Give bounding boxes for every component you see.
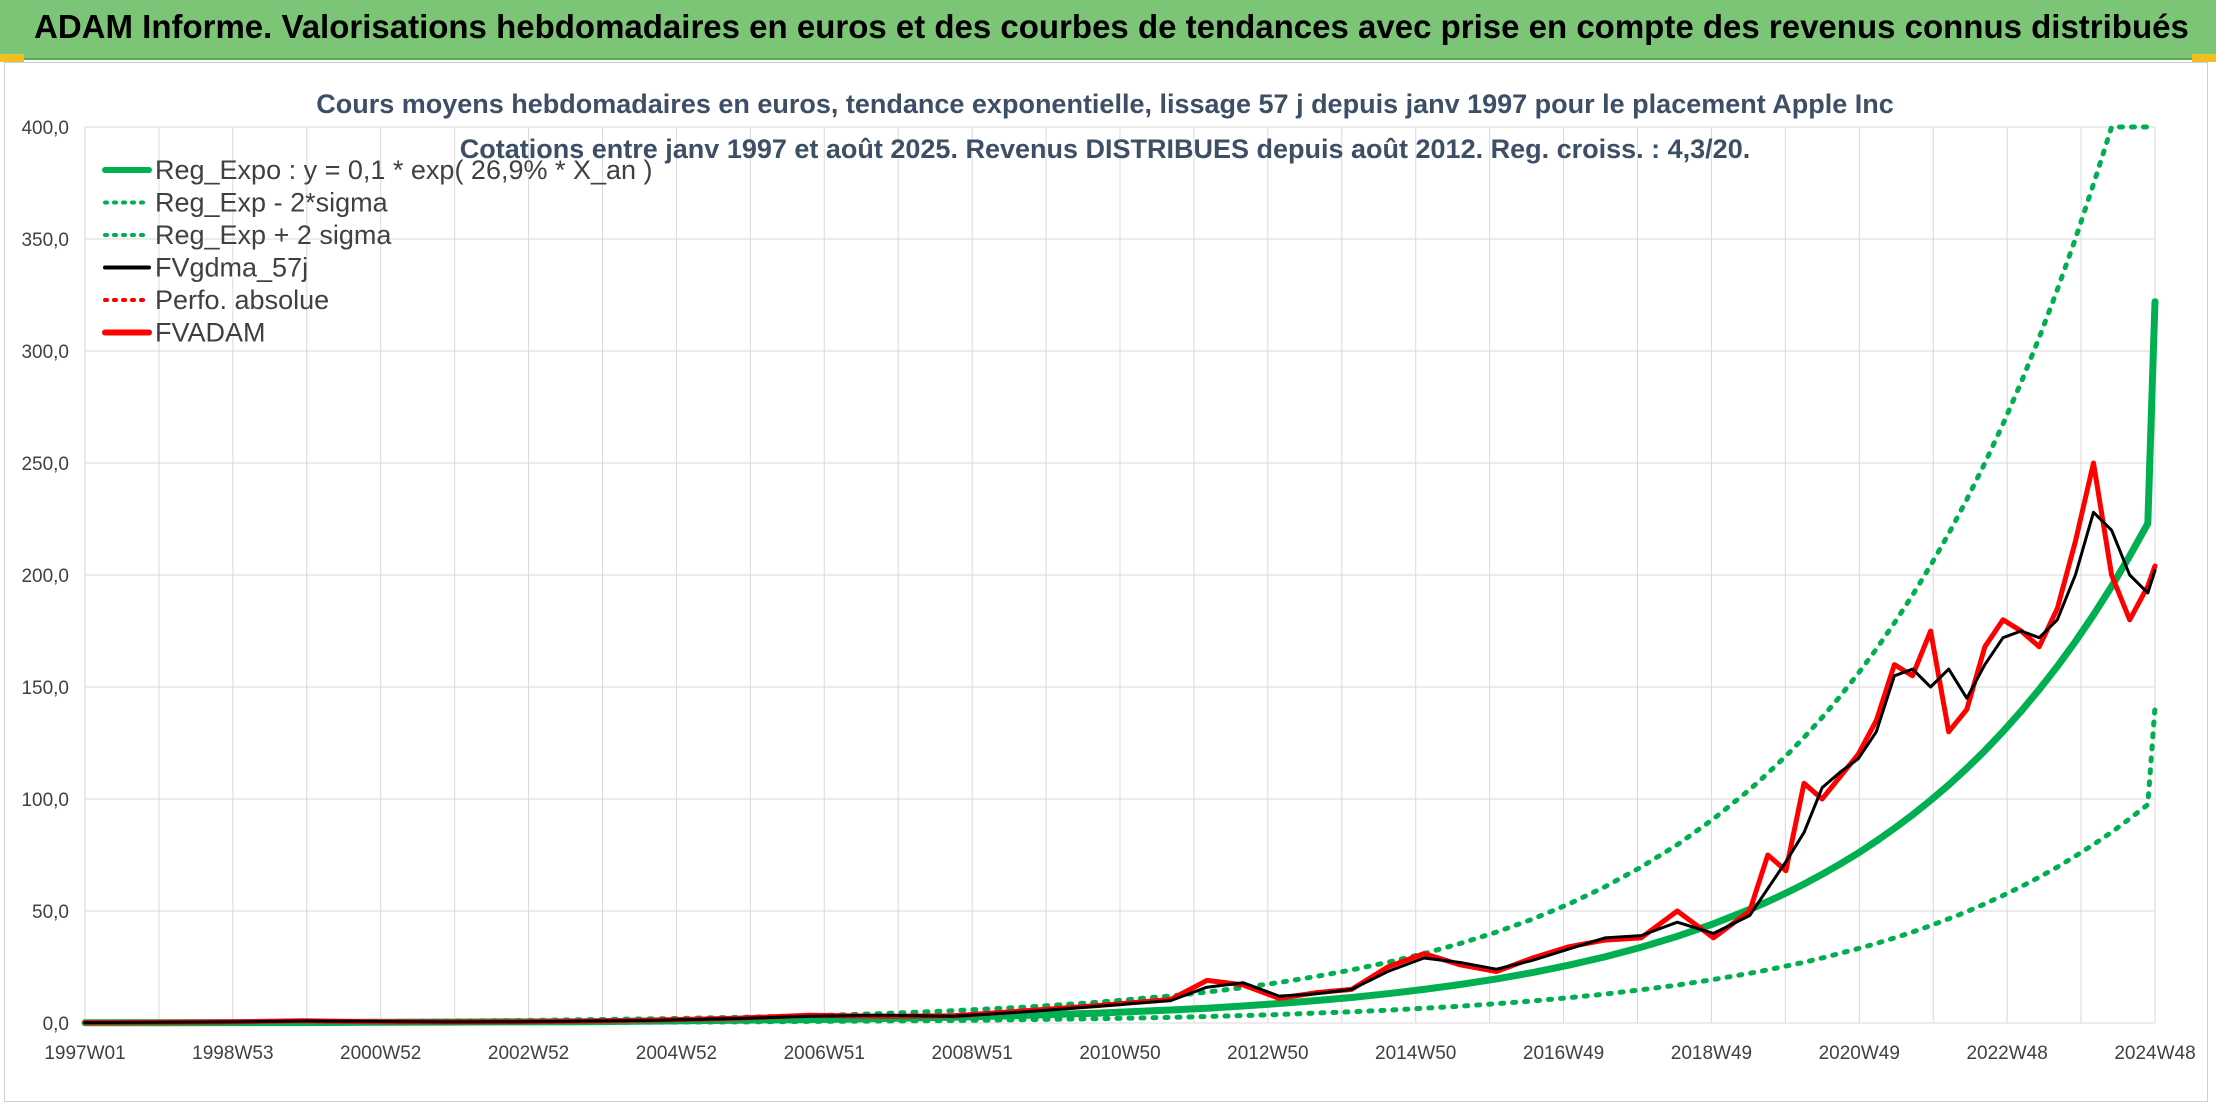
legend-label: Perfo. absolue <box>155 285 329 315</box>
y-tick-label: 400,0 <box>21 118 69 139</box>
x-tick-label: 2010W50 <box>1079 1043 1160 1064</box>
chart-legend: Reg_Expo : y = 0,1 * exp( 26,9% * X_an )… <box>102 155 653 348</box>
chart: 0,0 50,0 100,0 150,0 200,0 250,0 300,0 350,0 400… <box>21 89 2195 1064</box>
x-tick-label: 2020W49 <box>1819 1043 1900 1064</box>
chart-title-line-2: Cotations entre janv 1997 et août 2025. … <box>460 134 1750 164</box>
x-tick-label: 2002W52 <box>488 1043 569 1064</box>
y-tick-label: 250,0 <box>21 454 69 475</box>
x-tick-label: 2016W49 <box>1523 1043 1604 1064</box>
chart-frame: 0,0 50,0 100,0 150,0 200,0 250,0 300,0 350,0 400… <box>4 62 2208 1102</box>
x-tick-label: 2004W52 <box>636 1043 717 1064</box>
legend-label: Reg_Exp - 2*sigma <box>155 188 389 218</box>
y-tick-label: 50,0 <box>32 902 69 923</box>
chart-title-line-1: Cours moyens hebdomadaires en euros, ten… <box>316 89 1894 119</box>
x-tick-label: 1998W53 <box>192 1043 273 1064</box>
legend-label: FVADAM <box>155 318 266 348</box>
y-tick-label: 350,0 <box>21 230 69 251</box>
chart-series <box>81 124 2159 1027</box>
chart-title: Cours moyens hebdomadaires en euros, ten… <box>316 89 1894 164</box>
x-tick-label: 2000W52 <box>340 1043 421 1064</box>
y-tick-label: 300,0 <box>21 342 69 363</box>
y-tick-label: 0,0 <box>43 1014 69 1035</box>
y-tick-label: 200,0 <box>21 566 69 587</box>
corner-marker-right <box>2192 54 2216 62</box>
y-tick-label: 100,0 <box>21 790 69 811</box>
corner-marker-left <box>0 54 24 62</box>
series-line-3 <box>83 510 2157 1025</box>
legend-label: Reg_Exp + 2 sigma <box>155 220 392 250</box>
legend-label: Reg_Expo : y = 0,1 * exp( 26,9% * X_an ) <box>155 155 653 185</box>
y-axis-labels: 0,0 50,0 100,0 150,0 200,0 250,0 300,0 350,0 400… <box>21 118 69 1035</box>
x-tick-label: 2006W51 <box>784 1043 865 1064</box>
x-tick-label: 2018W49 <box>1671 1043 1752 1064</box>
x-tick-label: 2022W48 <box>1966 1043 2047 1064</box>
y-tick-label: 150,0 <box>21 678 69 699</box>
x-tick-label: 2008W51 <box>931 1043 1012 1064</box>
x-tick-label: 2024W48 <box>2114 1043 2195 1064</box>
chart-grid <box>84 126 2156 1024</box>
x-tick-label: 2012W50 <box>1227 1043 1308 1064</box>
legend-label: FVgdma_57j <box>155 253 308 283</box>
x-tick-label: 1997W01 <box>44 1043 125 1064</box>
page-title: ADAM Informe. Valorisations hebdomadaire… <box>34 8 2189 45</box>
header-bar: ADAM Informe. Valorisations hebdomadaire… <box>0 0 2216 60</box>
x-tick-label: 2014W50 <box>1375 1043 1456 1064</box>
x-axis-labels: 1997W01 1998W53 2000W52 2002W52 2004W52 2006W… <box>44 1043 2195 1064</box>
